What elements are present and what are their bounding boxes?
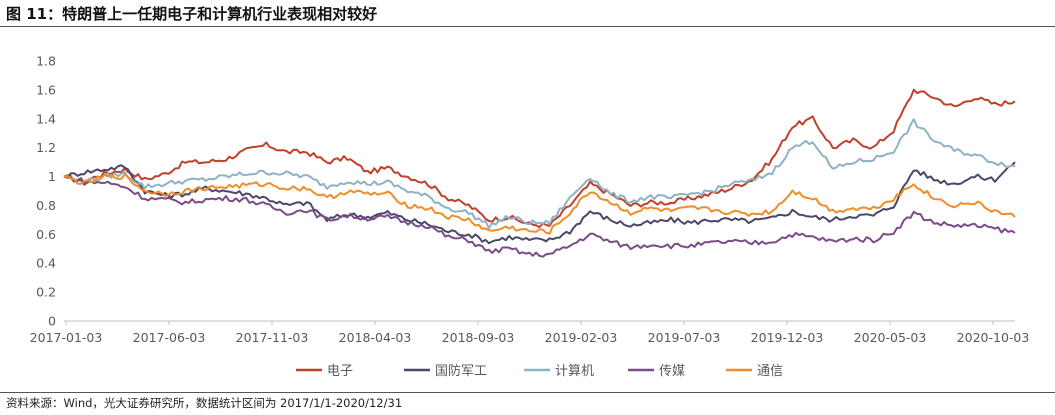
title-rule (0, 26, 1055, 27)
x-tick-label: 2019-02-03 (545, 330, 618, 345)
series-line-5 (63, 173, 1016, 235)
y-tick-label: 1.2 (36, 140, 56, 155)
legend: 电子 国防军工 计算机 传媒 通信 (296, 363, 783, 379)
series-line-3 (63, 118, 1016, 230)
legend-label: 通信 (757, 364, 783, 379)
series-lines (63, 88, 1016, 258)
figure-title: 图 11：特朗普上一任期电子和计算机行业表现相对较好 (6, 5, 378, 23)
y-tick-label: 0.2 (36, 285, 56, 300)
x-tick-label: 2017-01-03 (30, 330, 103, 345)
y-tick-label: 1.4 (36, 111, 56, 126)
y-tick-label: 0.4 (36, 256, 56, 271)
x-tick-label: 2018-09-03 (442, 330, 515, 345)
legend-label: 传媒 (659, 364, 685, 379)
series-line-4 (63, 175, 1016, 258)
y-tick-label: 1 (48, 169, 56, 184)
legend-label: 计算机 (555, 364, 594, 379)
legend-label: 电子 (327, 364, 353, 379)
y-tick-label: 1.6 (36, 82, 56, 97)
y-tick-label: 0.8 (36, 198, 56, 213)
x-tick-label: 2020-05-03 (854, 330, 927, 345)
line-chart: 00.20.40.60.811.21.41.61.8 2017-01-03 201… (30, 54, 1030, 380)
x-tick-label: 2019-12-03 (751, 330, 824, 345)
source-rule (0, 392, 1055, 393)
x-tick-label: 2017-11-03 (236, 330, 309, 345)
y-tick-label: 1.8 (36, 54, 56, 69)
legend-label: 国防军工 (435, 363, 487, 379)
series-line-2 (63, 161, 1016, 245)
x-tick-label: 2020-10-03 (957, 330, 1030, 345)
source-note: 资料来源：Wind，光大证券研究所，数据统计区间为 2017/1/1-2020/… (6, 396, 403, 410)
y-tick-label: 0 (48, 314, 56, 329)
x-tick-label: 2018-04-03 (339, 330, 412, 345)
y-tick-label: 0.6 (36, 227, 56, 242)
x-tick-label: 2019-07-03 (648, 330, 721, 345)
y-axis: 0 0.2 0.4 0.6 0.8 1 1.2 1.4 1.6 1.8 (36, 54, 56, 329)
series-line-1 (63, 88, 1016, 229)
x-tick-label: 2017-06-03 (133, 330, 206, 345)
x-axis: 2017-01-03 2017-06-03 2017-11-03 2018-04-03… (30, 321, 1030, 345)
